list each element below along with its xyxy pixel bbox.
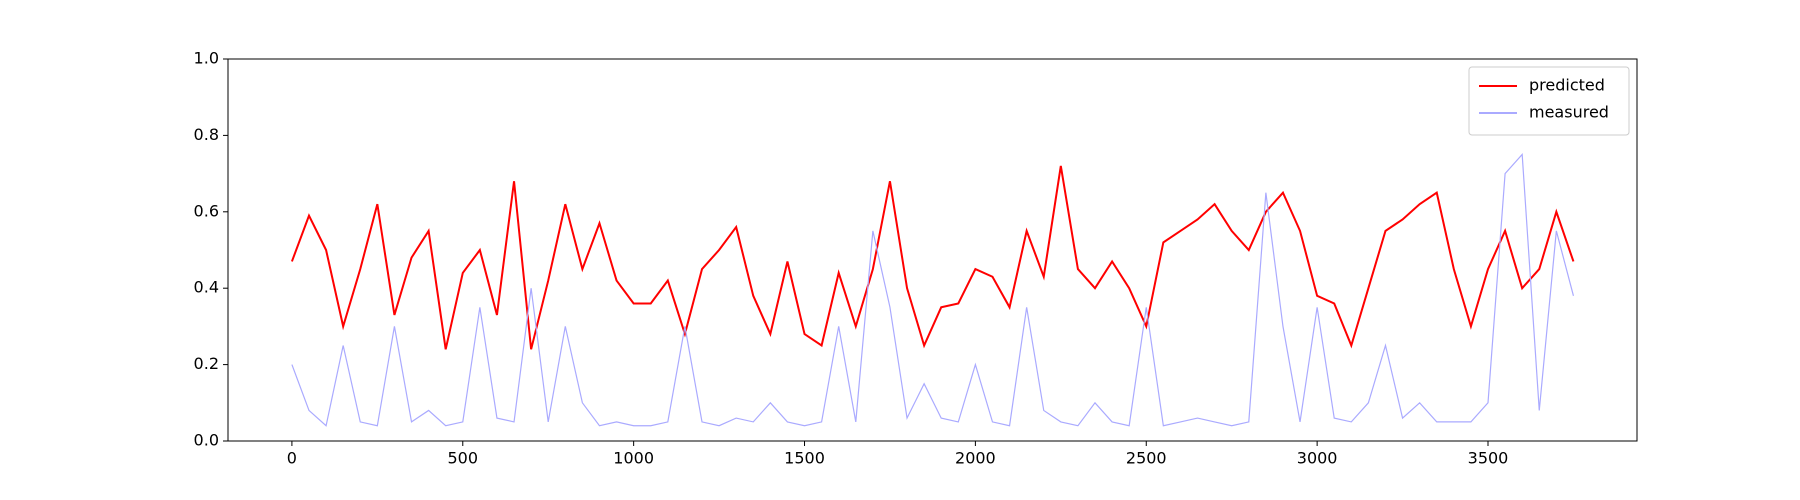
x-tick-label: 500 bbox=[448, 449, 479, 468]
y-tick-label: 0.0 bbox=[194, 431, 219, 450]
x-tick-label: 0 bbox=[287, 449, 297, 468]
y-tick-label: 0.6 bbox=[194, 201, 219, 220]
x-tick-label: 1000 bbox=[613, 449, 654, 468]
legend-label: measured bbox=[1529, 103, 1609, 122]
series-line bbox=[290, 165, 1575, 350]
x-tick-label: 3000 bbox=[1297, 449, 1338, 468]
y-tick-label: 0.4 bbox=[194, 278, 219, 297]
y-tick-label: 0.2 bbox=[194, 354, 219, 373]
x-tick-label: 2000 bbox=[955, 449, 996, 468]
legend-label: predicted bbox=[1529, 76, 1605, 95]
legend-box bbox=[1468, 66, 1630, 136]
plot-frame bbox=[227, 58, 1638, 442]
x-tick-label: 1500 bbox=[784, 449, 825, 468]
y-tick-label: 0.8 bbox=[194, 125, 219, 144]
y-tick-label: 1.0 bbox=[194, 49, 219, 68]
x-tick-label: 2500 bbox=[1126, 449, 1167, 468]
x-tick-label: 3500 bbox=[1468, 449, 1509, 468]
series-line bbox=[291, 153, 1575, 427]
